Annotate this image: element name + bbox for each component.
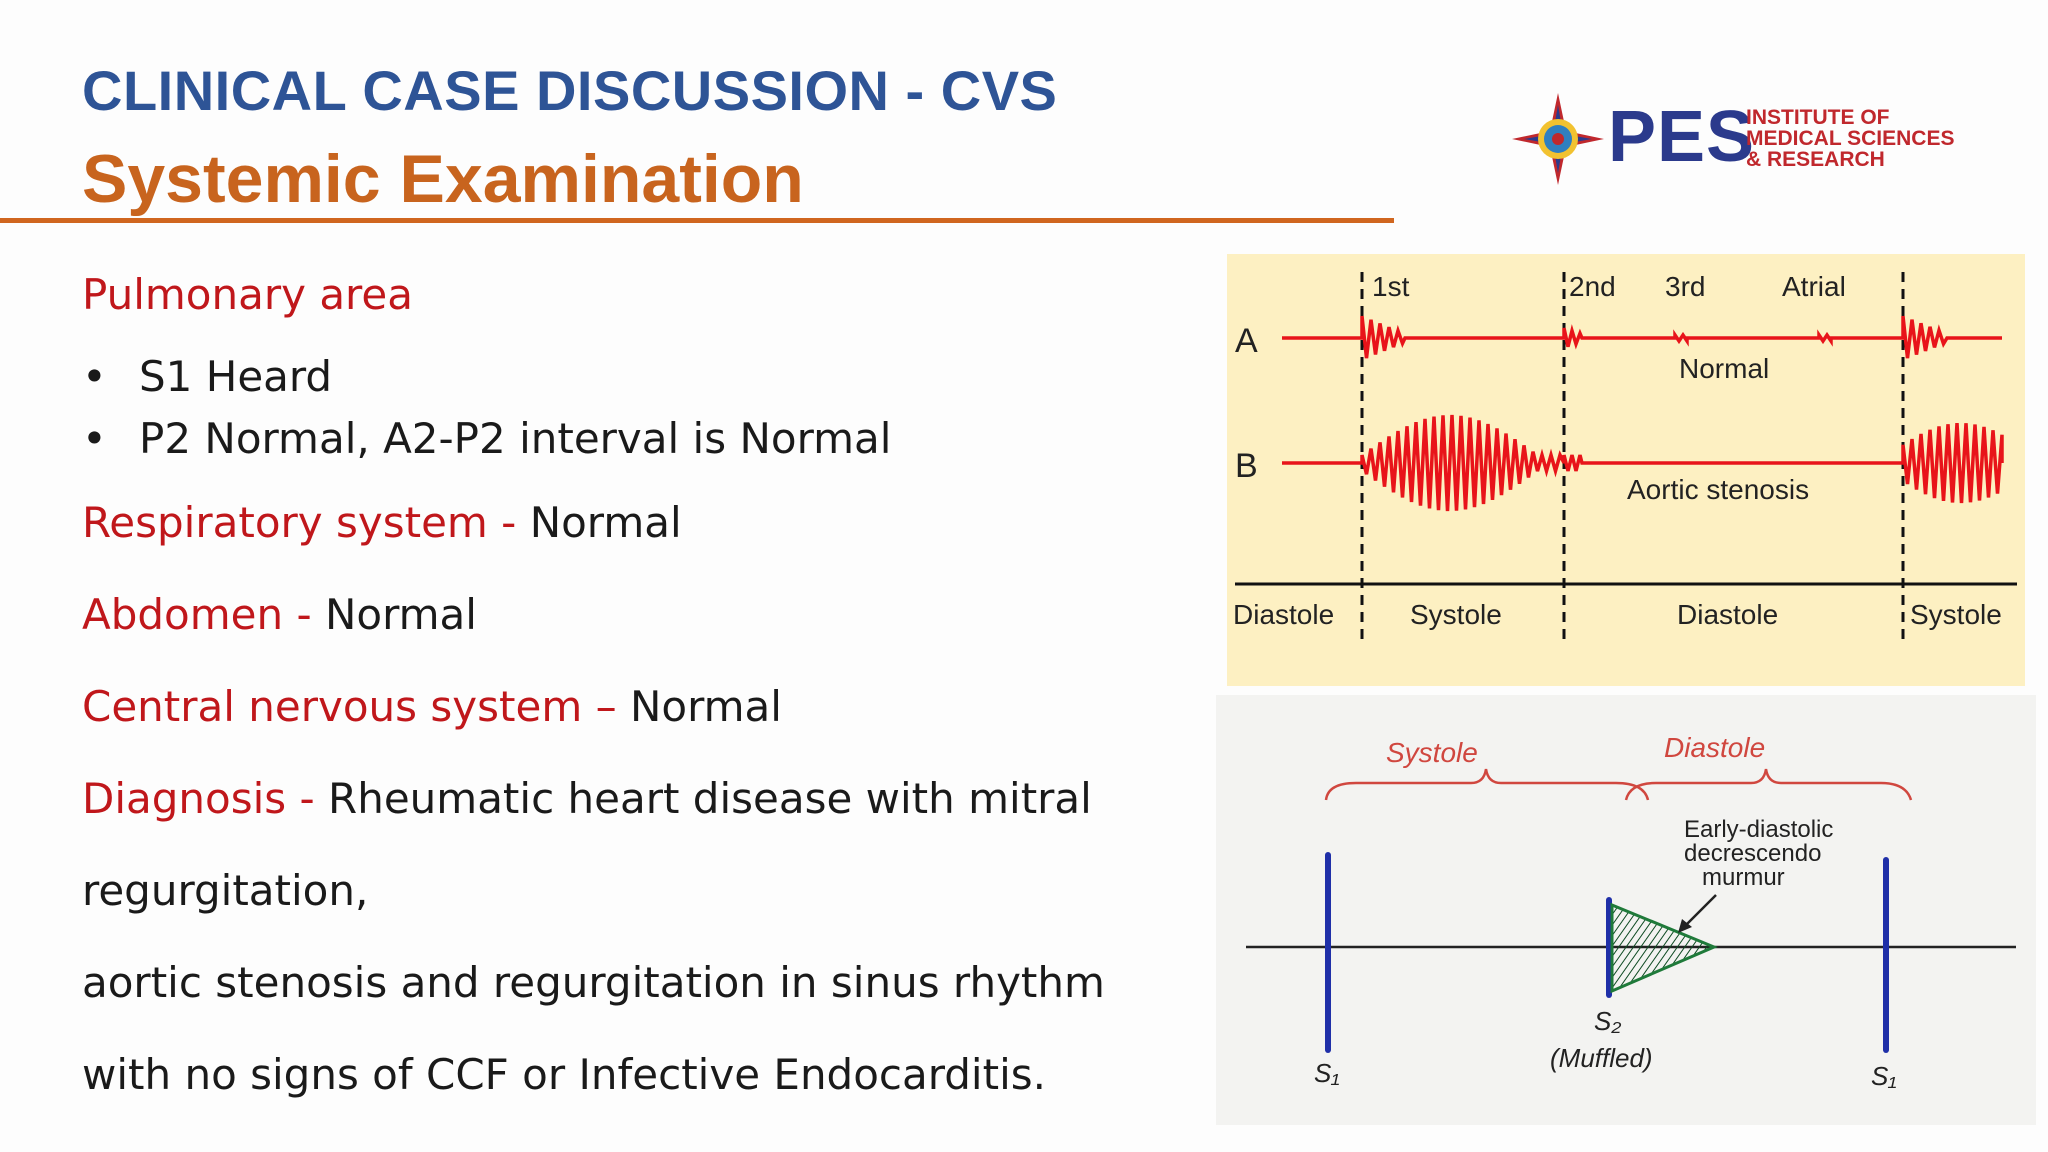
phase-label: Systole	[1410, 599, 1502, 630]
diastole-brace	[1624, 768, 1913, 801]
title-underline	[0, 218, 1394, 223]
logo-wordmark: PES	[1608, 97, 1756, 177]
abdomen-line: Abdomen - Normal	[82, 590, 477, 639]
phase-label: Diastole	[1677, 599, 1778, 630]
logo-institute-text: INSTITUTE OF MEDICAL SCIENCES & RESEARCH	[1746, 106, 1955, 171]
respiratory-value: Normal	[529, 498, 682, 547]
diagnosis-text: regurgitation,	[82, 866, 369, 915]
bullet-dot-icon: •	[82, 352, 107, 401]
slide-title: CLINICAL CASE DISCUSSION - CVS	[82, 59, 1058, 122]
abdomen-label: Abdomen -	[82, 590, 325, 639]
aortic-stenosis-label: Aortic stenosis	[1627, 474, 1809, 505]
annotation-arrowhead	[1678, 919, 1692, 933]
atrial-sound-label: Atrial	[1782, 271, 1846, 302]
diagnosis-line: Diagnosis - Rheumatic heart disease with…	[82, 774, 1092, 823]
trace-normal	[1282, 315, 2002, 359]
diagnosis-text: with no signs of CCF or Infective Endoca…	[82, 1050, 1046, 1099]
annotation-line: Early-diastolic	[1684, 816, 1833, 843]
murmur-shape	[1610, 902, 1718, 994]
annotation-line: murmur	[1702, 864, 1785, 891]
row-b-label: B	[1235, 447, 1258, 485]
phonocardiogram-figure: A B 1st 2nd 3rd Atrial Normal Aortic ste…	[1227, 254, 2025, 686]
slide-subtitle: Systemic Examination	[82, 141, 804, 217]
cns-value: Normal	[629, 682, 782, 731]
phonocardiogram-graphic: A B 1st 2nd 3rd Atrial Normal Aortic ste…	[1233, 271, 2017, 644]
diagnosis-text: Rheumatic heart disease with mitral	[328, 774, 1092, 823]
systole-label: Systole	[1386, 737, 1478, 768]
cns-label: Central nervous system –	[82, 682, 630, 731]
compass-emblem-icon	[1512, 93, 1604, 185]
murmur-diagram-figure: Systole Diastole Early-diastolic decresc…	[1216, 695, 2036, 1125]
diagnosis-text: aortic stenosis and regurgitation in sin…	[82, 958, 1105, 1007]
first-sound-label: 1st	[1372, 271, 1410, 302]
s2-note: (Muffled)	[1550, 1043, 1653, 1073]
normal-label: Normal	[1679, 353, 1769, 384]
respiratory-label: Respiratory system -	[82, 498, 530, 547]
bullet-text: P2 Normal, A2-P2 interval is Normal	[139, 414, 892, 463]
diastole-label: Diastole	[1664, 732, 1765, 763]
phase-label: Diastole	[1233, 599, 1334, 630]
s1-right-label: S₁	[1871, 1061, 1897, 1091]
pulmonary-heading: Pulmonary area	[82, 270, 413, 319]
murmur-diagram-graphic: Systole Diastole Early-diastolic decresc…	[1246, 732, 2016, 1091]
diagnosis-label: Diagnosis -	[82, 774, 329, 823]
phase-label: Systole	[1910, 599, 2002, 630]
third-sound-label: 3rd	[1665, 271, 1705, 302]
annotation-line: decrescendo	[1684, 840, 1821, 867]
institute-logo: PES INSTITUTE OF MEDICAL SCIENCES & RESE…	[1510, 93, 1970, 185]
row-a-label: A	[1235, 322, 1258, 360]
cns-line: Central nervous system – Normal	[82, 682, 782, 731]
bullet-text: S1 Heard	[139, 352, 333, 401]
second-sound-label: 2nd	[1569, 271, 1616, 302]
bullet-dot-icon: •	[82, 414, 107, 463]
abdomen-value: Normal	[324, 590, 477, 639]
s2-label: S₂	[1594, 1006, 1621, 1036]
respiratory-line: Respiratory system - Normal	[82, 498, 682, 547]
s1-left-label: S₁	[1314, 1058, 1340, 1088]
systole-brace	[1324, 768, 1650, 801]
trace-aortic-stenosis	[1282, 414, 2004, 512]
